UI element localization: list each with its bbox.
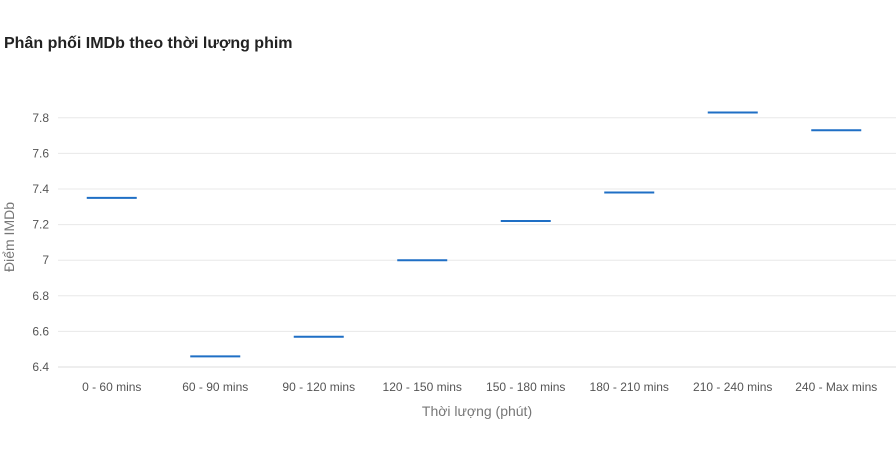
x-tick-label: 60 - 90 mins [182,380,248,394]
y-tick-label: 6.8 [32,289,49,303]
data-marks [86,111,862,358]
x-tick-label: 210 - 240 mins [693,380,772,394]
x-tick-label: 150 - 180 mins [486,380,565,394]
x-tick-label: 240 - Max mins [795,380,877,394]
x-tick-label: 0 - 60 mins [82,380,141,394]
y-tick-label: 7.8 [32,111,49,125]
y-tick-label: 7.6 [32,146,49,160]
y-tick-label: 7 [42,253,49,267]
grid-lines [58,117,896,368]
y-axis-title: Điểm IMDb [1,202,17,272]
x-tick-label: 120 - 150 mins [383,380,462,394]
y-tick-label: 6.4 [32,360,49,374]
y-tick-label: 6.6 [32,324,49,338]
y-tick-label: 7.2 [32,218,49,232]
chart-title: Phân phối IMDb theo thời lượng phim [4,35,293,52]
x-axis-ticks: 0 - 60 mins 60 - 90 mins 90 - 120 mins 120 … [82,380,877,394]
x-tick-label: 90 - 120 mins [282,380,355,394]
x-axis-title: Thời lượng (phút) [422,403,532,419]
x-tick-label: 180 - 210 mins [590,380,669,394]
y-tick-label: 7.4 [32,182,49,196]
y-axis-ticks: 6.4 6.6 6.8 7 7.2 7.4 7.6 7.8 [32,111,49,374]
